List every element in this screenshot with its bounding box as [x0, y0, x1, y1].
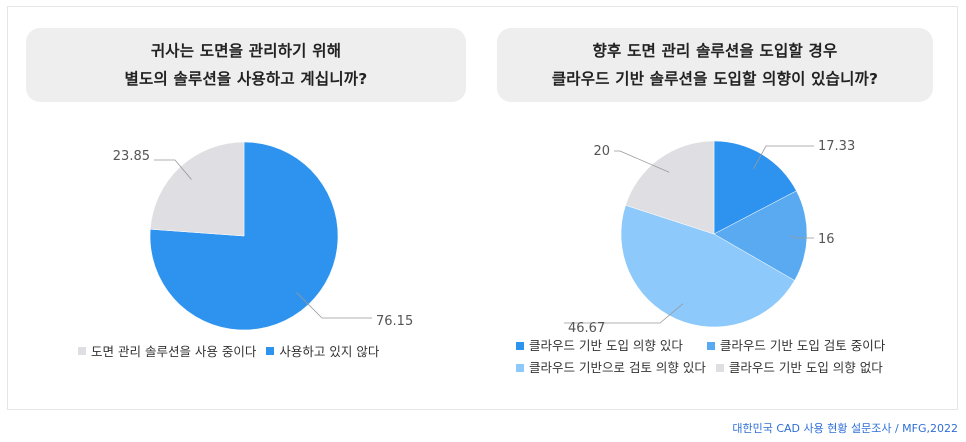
- question-box-2: 향후 도면 관리 솔루션을 도입할 경우 클라우드 기반 솔루션을 도입할 의향…: [497, 28, 933, 102]
- pie2-slice-2: [713, 190, 808, 281]
- question-1-line-2: 별도의 솔루션을 사용하고 계십니까?: [124, 70, 368, 88]
- legend-item: 도면 관리 솔루션을 사용 중이다: [78, 341, 256, 360]
- legend-label: 도면 관리 솔루션을 사용 중이다: [91, 344, 257, 359]
- legend-label: 클라우드 기반 도입 검토 중이다: [719, 338, 886, 353]
- legend-item: 클라우드 기반 도입 의향 있다: [516, 335, 683, 357]
- pie2-value-label-4: 20: [593, 144, 610, 159]
- legend-row: 클라우드 기반 도입 의향 있다 클라우드 기반 도입 검토 중이다: [516, 335, 891, 357]
- legend-swatch: [266, 346, 275, 355]
- question-1-line-1: 귀사는 도면을 관리하기 위해: [150, 42, 342, 60]
- legend-swatch: [516, 364, 524, 372]
- legend-label: 클라우드 기반 도입 의향 없다: [728, 360, 883, 375]
- pie1-value-label-1: 76.15: [376, 314, 413, 329]
- pie2-slice-1: [713, 140, 797, 235]
- legend-pie-1: 도면 관리 솔루션을 사용 중이다 사용하고 있지 않다: [78, 341, 385, 360]
- legend-swatch: [516, 342, 524, 350]
- pie2-value-label-2: 16: [818, 232, 835, 247]
- pie2-slice-4: [625, 140, 715, 235]
- question-2-line-2: 클라우드 기반 솔루션을 도입할 의향이 있습니까?: [551, 70, 879, 88]
- legend-swatch: [715, 364, 724, 372]
- legend-swatch: [706, 342, 715, 350]
- pie1-value-label-2: 23.85: [113, 149, 150, 164]
- pie2-value-label-3: 46.67: [568, 321, 605, 336]
- pie1-leader-line-1: [296, 292, 372, 319]
- legend-label: 클라우드 기반으로 검토 의향 있다: [529, 360, 706, 375]
- pie2-leader-line-1: [753, 145, 814, 169]
- legend-label: 클라우드 기반 도입 의향 있다: [529, 338, 683, 353]
- question-box-1: 귀사는 도면을 관리하기 위해 별도의 솔루션을 사용하고 계십니까?: [26, 28, 466, 102]
- legend-item: 클라우드 기반 도입 의향 없다: [715, 357, 883, 379]
- pie1-leader-line-2: [154, 159, 192, 180]
- pie2-leader-line-2: [790, 235, 814, 239]
- question-2-line-1: 향후 도면 관리 솔루션을 도입할 경우: [592, 42, 838, 60]
- pie1-slice-1: [149, 141, 339, 331]
- legend-label: 사용하고 있지 않다: [279, 344, 380, 359]
- pie2-leader-line-3: [564, 303, 684, 324]
- legend-item: 사용하고 있지 않다: [266, 341, 379, 360]
- pie2-value-label-1: 17.33: [818, 139, 855, 154]
- legend-item: 클라우드 기반 도입 검토 중이다: [706, 335, 886, 357]
- legend-pie-2: 클라우드 기반 도입 의향 있다 클라우드 기반 도입 검토 중이다 클라우드 …: [516, 335, 891, 379]
- pie2-slice-3: [620, 204, 795, 328]
- legend-swatch: [78, 346, 86, 355]
- legend-row: 클라우드 기반으로 검토 의향 있다 클라우드 기반 도입 의향 없다: [516, 357, 891, 379]
- source-caption: 대한민국 CAD 사용 현황 설문조사 / MFG,2022: [732, 422, 958, 435]
- pie1-slice-2: [149, 141, 245, 237]
- pie2-leader-line-4: [614, 150, 670, 173]
- legend-item: 클라우드 기반으로 검토 의향 있다: [516, 357, 706, 379]
